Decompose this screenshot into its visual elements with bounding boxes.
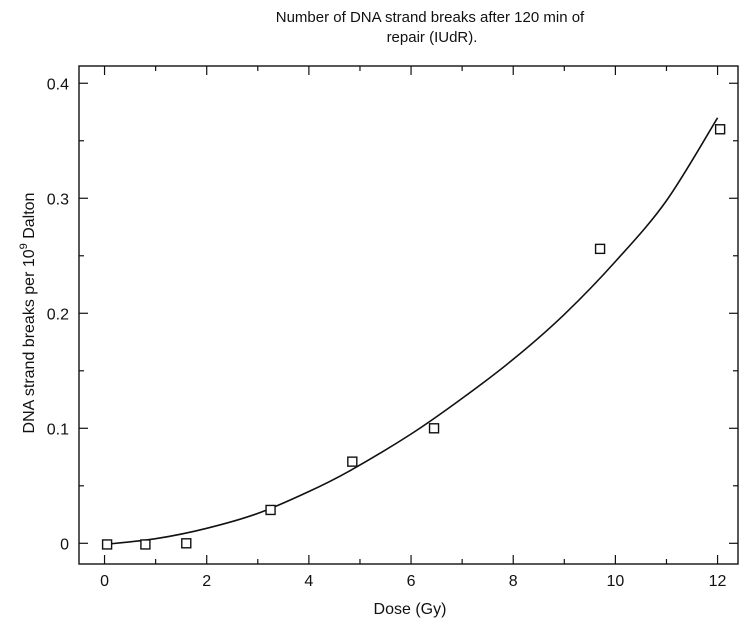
x-axis-label: Dose (Gy) xyxy=(374,601,447,618)
data-markers xyxy=(101,124,726,550)
data-point-square xyxy=(265,504,276,516)
y-axis-label: DNA strand breaks per 109 Dalton xyxy=(18,193,38,434)
chart-title-line-2: repair (IUdR). xyxy=(387,29,478,46)
y-tick-label: 0.4 xyxy=(47,76,69,93)
x-tick-label: 8 xyxy=(509,573,518,590)
data-point-square xyxy=(101,539,113,550)
data-point-square xyxy=(347,456,358,467)
y-axis-label-prefix: DNA strand breaks per 10 xyxy=(21,249,38,433)
fit-curve-line xyxy=(104,117,719,546)
y-tick-label: 0 xyxy=(60,536,69,553)
x-tick-label: 10 xyxy=(606,573,624,590)
y-tick-labels: 0 0.1 0.2 0.3 0.4 xyxy=(47,76,69,553)
y-tick-label: 0.1 xyxy=(47,421,69,438)
x-tick-label: 4 xyxy=(304,573,313,590)
x-tick-label: 6 xyxy=(407,573,416,590)
y-axis-label-superscript: 9 xyxy=(18,243,30,249)
y-axis-label-suffix: Dalton xyxy=(21,193,38,244)
x-tick-label: 12 xyxy=(709,573,727,590)
x-tick-label: 0 xyxy=(100,573,109,590)
x-tick-label: 2 xyxy=(202,573,211,590)
chart-title-line-1: Number of DNA strand breaks after 120 mi… xyxy=(276,9,585,26)
data-point-square xyxy=(428,423,440,434)
plot-frame xyxy=(78,65,739,565)
y-tick-label: 0.3 xyxy=(47,191,69,208)
data-point-square xyxy=(181,538,192,549)
data-point-square xyxy=(594,243,606,255)
axis-ticks xyxy=(79,66,738,564)
x-tick-labels: 0 2 4 6 8 10 12 xyxy=(100,573,726,590)
data-point-square xyxy=(714,124,726,135)
data-point-square xyxy=(140,539,151,550)
y-tick-label: 0.2 xyxy=(47,306,69,323)
